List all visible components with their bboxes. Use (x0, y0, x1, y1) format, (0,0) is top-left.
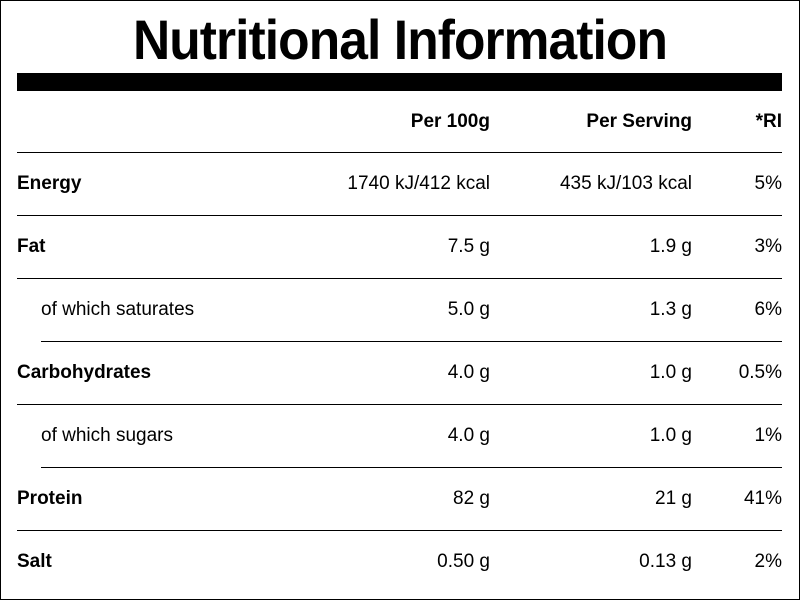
row-per-100g: 4.0 g (447, 425, 490, 446)
row-ri: 3% (754, 236, 782, 257)
header-ri: *RI (755, 110, 782, 132)
table-header-row: Per 100g Per Serving *RI (17, 91, 782, 153)
row-per-100g: 4.0 g (447, 362, 490, 383)
row-per-100g: 1740 kJ/412 kcal (347, 173, 490, 194)
table-row-carbohydrates: Carbohydrates 4.0 g 1.0 g 0.5% (17, 342, 782, 405)
row-label: Fat (17, 236, 46, 257)
row-per-100g: 0.50 g (437, 551, 490, 572)
row-ri: 5% (754, 173, 782, 194)
row-per-100g: 5.0 g (447, 299, 490, 320)
row-label: of which sugars (41, 425, 174, 446)
row-ri: 1% (754, 425, 782, 446)
row-ri: 6% (754, 299, 782, 320)
row-ri: 41% (743, 488, 782, 509)
row-per-100g: 82 g (453, 488, 490, 509)
table-row-energy: Energy 1740 kJ/412 kcal 435 kJ/103 kcal … (17, 153, 782, 216)
row-per-serving: 1.0 g (649, 425, 692, 446)
row-label: of which saturates (41, 299, 195, 320)
table-row-saturates: of which saturates 5.0 g 1.3 g 6% (41, 279, 782, 342)
row-per-serving: 1.9 g (649, 236, 692, 257)
row-per-serving: 21 g (655, 488, 692, 509)
row-ri: 0.5% (738, 362, 782, 383)
page-title: Nutritional Information (132, 8, 668, 71)
row-label: Energy (17, 173, 82, 194)
header-per-serving: Per Serving (586, 110, 692, 132)
row-label: Salt (17, 551, 52, 572)
table-row-protein: Protein 82 g 21 g 41% (17, 468, 782, 531)
row-per-serving: 1.3 g (649, 299, 692, 320)
nutrition-table: Per 100g Per Serving *RI Energy 1740 kJ/… (17, 91, 782, 593)
row-per-serving: 435 kJ/103 kcal (559, 173, 692, 194)
row-ri: 2% (754, 551, 782, 572)
title-divider-bar (17, 73, 782, 91)
table-row-fat: Fat 7.5 g 1.9 g 3% (17, 216, 782, 279)
header-per-100g: Per 100g (410, 110, 490, 132)
table-row-salt: Salt 0.50 g 0.13 g 2% (17, 531, 782, 593)
row-label: Protein (17, 488, 83, 509)
row-label: Carbohydrates (17, 362, 152, 383)
row-per-serving: 1.0 g (649, 362, 692, 383)
table-row-sugars: of which sugars 4.0 g 1.0 g 1% (41, 405, 782, 468)
row-per-serving: 0.13 g (639, 551, 692, 572)
row-per-100g: 7.5 g (447, 236, 490, 257)
